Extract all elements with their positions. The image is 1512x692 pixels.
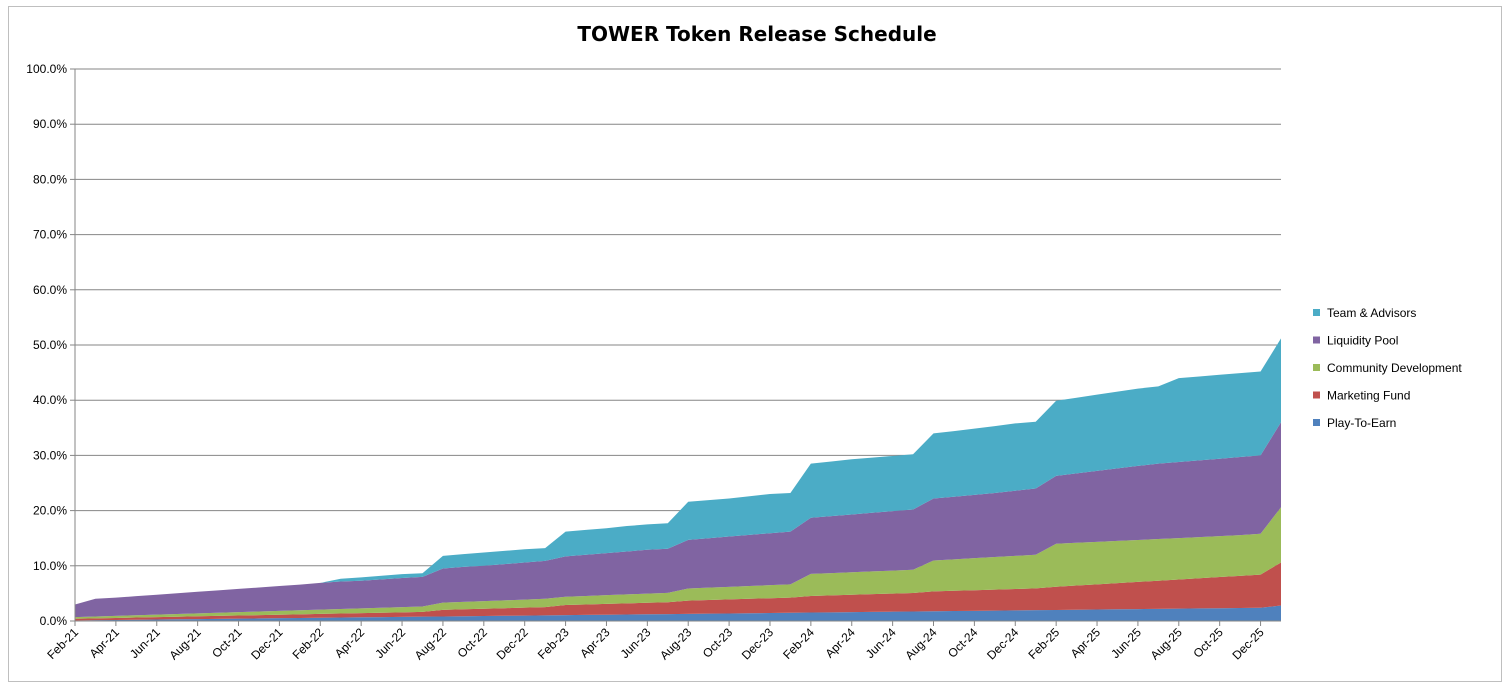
area-team-advisors [75, 338, 1281, 605]
legend-label: Team & Advisors [1327, 306, 1416, 320]
x-tick-label: Dec-25 [1229, 625, 1266, 662]
chart-frame: TOWER Token Release Schedule 0.0% 10.0% 20… [8, 6, 1502, 682]
x-tick-label: Jun-21 [127, 625, 163, 661]
y-tick-label: 100.0% [26, 62, 67, 76]
y-tick-label: 0.0% [40, 614, 68, 628]
legend-swatch [1313, 364, 1320, 371]
area-liquidity-pool [75, 422, 1281, 618]
legend-label: Marketing Fund [1327, 389, 1410, 403]
x-tick-label: Aug-23 [657, 625, 694, 662]
y-tick-label: 40.0% [33, 393, 67, 407]
x-tick-label: Jun-25 [1108, 625, 1144, 661]
x-tick-label: Feb-24 [780, 625, 817, 662]
y-tick-label: 70.0% [33, 228, 67, 242]
x-tick-label: Feb-21 [44, 625, 81, 662]
x-tick-label: Feb-25 [1025, 625, 1062, 662]
legend-swatch [1313, 336, 1320, 344]
x-tick-label: Oct-22 [455, 625, 491, 661]
axes [74, 69, 1281, 622]
area-play-to-earn [75, 605, 1281, 621]
legend-label: Liquidity Pool [1327, 334, 1398, 348]
chart-title: TOWER Token Release Schedule [577, 22, 936, 46]
gridlines [70, 68, 1281, 622]
chart: TOWER Token Release Schedule 0.0% 10.0% 20… [26, 22, 1462, 662]
legend-swatch [1313, 419, 1320, 426]
x-tick-label: Apr-24 [822, 625, 858, 661]
x-tick-label: Apr-23 [577, 625, 613, 661]
y-tick-label: 10.0% [33, 559, 67, 573]
legend-label: Play-To-Earn [1327, 416, 1396, 430]
x-tick-label: Feb-23 [535, 625, 572, 662]
x-tick-label: Aug-22 [412, 625, 449, 662]
series-areas [75, 338, 1281, 621]
x-tick-label: Jun-24 [863, 625, 899, 661]
x-tick-label: Dec-24 [984, 625, 1021, 662]
y-axis-tick-labels: 0.0% 10.0% 20.0% 30.0% 40.0% 50.0% 60.0% 70.0% 8… [26, 62, 67, 628]
x-tick-label: Feb-22 [290, 625, 327, 662]
x-tick-label: Oct-21 [209, 625, 245, 661]
y-tick-label: 60.0% [33, 283, 67, 297]
x-tick-label: Dec-23 [739, 625, 776, 662]
x-tick-label: Oct-23 [700, 625, 736, 661]
y-tick-label: 80.0% [33, 172, 67, 186]
x-tick-label: Aug-25 [1148, 625, 1185, 662]
x-tick-label: Oct-25 [1190, 625, 1226, 661]
x-tick-label: Apr-22 [332, 625, 368, 661]
x-tick-label: Apr-25 [1068, 625, 1104, 661]
legend: Team & Advisors Liquidity Pool Community D… [1313, 306, 1462, 430]
x-tick-label: Dec-22 [494, 625, 531, 662]
x-tick-label: Aug-21 [166, 625, 203, 662]
legend-swatch [1313, 391, 1320, 399]
y-tick-label: 90.0% [33, 117, 67, 131]
x-tick-label: Jun-22 [372, 625, 408, 661]
x-tick-label: Oct-24 [945, 625, 981, 661]
y-tick-label: 30.0% [33, 448, 67, 462]
legend-label: Community Development [1327, 361, 1462, 375]
area-community-development [75, 507, 1281, 619]
area-marketing-fund [75, 562, 1281, 621]
x-tick-label: Dec-21 [248, 625, 285, 662]
y-tick-label: 50.0% [33, 338, 67, 352]
legend-swatch [1313, 309, 1320, 316]
x-tick-label: Aug-24 [902, 625, 939, 662]
y-tick-label: 20.0% [33, 504, 67, 518]
x-axis-tick-labels: Feb-21 Apr-21 Jun-21 Aug-21 Oct-21 Dec-21 Feb-… [44, 621, 1267, 662]
x-tick-label: Apr-21 [87, 625, 123, 661]
x-tick-label: Jun-23 [618, 625, 654, 661]
